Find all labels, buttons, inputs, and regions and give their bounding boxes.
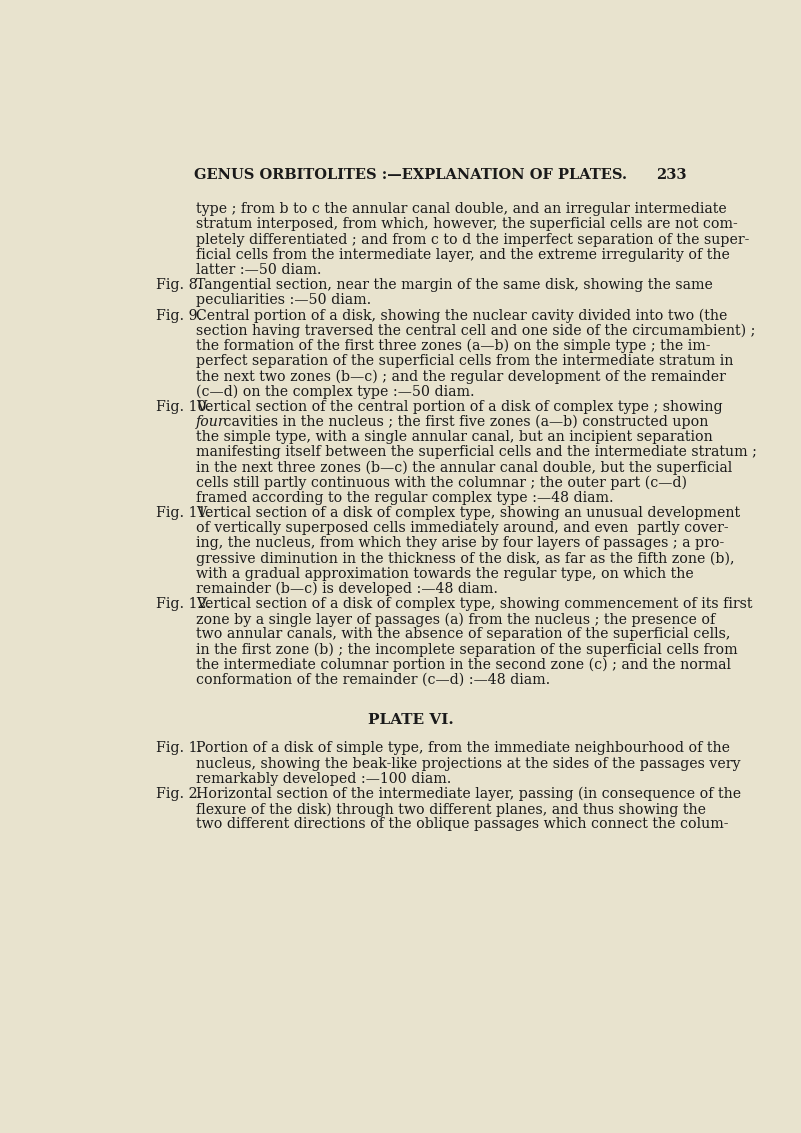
Text: of vertically superposed cells immediately around, and even  partly cover-: of vertically superposed cells immediate… [196, 521, 729, 535]
Text: ing, the nucleus, from which they arise by four layers of passages ; a pro-: ing, the nucleus, from which they arise … [196, 536, 725, 551]
Text: Tangential section, near the margin of the same disk, showing the same: Tangential section, near the margin of t… [196, 279, 713, 292]
Text: in the next three zones (b—c) the annular canal double, but the superficial: in the next three zones (b—c) the annula… [196, 460, 733, 475]
Text: the next two zones (b—c) ; and the regular development of the remainder: the next two zones (b—c) ; and the regul… [196, 369, 727, 384]
Text: Fig. 10.: Fig. 10. [156, 400, 211, 414]
Text: the simple type, with a single annular canal, but an incipient separation: the simple type, with a single annular c… [196, 431, 713, 444]
Text: ficial cells from the intermediate layer, and the extreme irregularity of the: ficial cells from the intermediate layer… [196, 248, 731, 262]
Text: Vertical section of the central portion of a disk of complex type ; showing: Vertical section of the central portion … [196, 400, 723, 414]
Text: remarkably developed :—100 diam.: remarkably developed :—100 diam. [196, 772, 452, 786]
Text: type ; from b to c the annular canal double, and an irregular intermediate: type ; from b to c the annular canal dou… [196, 203, 727, 216]
Text: the intermediate columnar portion in the second zone (c) ; and the normal: the intermediate columnar portion in the… [196, 658, 731, 672]
Text: two annular canals, with the absence of separation of the superficial cells,: two annular canals, with the absence of … [196, 628, 731, 641]
Text: manifesting itself between the superficial cells and the intermediate stratum ;: manifesting itself between the superfici… [196, 445, 757, 459]
Text: cells still partly continuous with the columnar ; the outer part (c—d): cells still partly continuous with the c… [196, 476, 687, 489]
Text: pletely differentiated ; and from c to d the imperfect separation of the super-: pletely differentiated ; and from c to d… [196, 232, 750, 247]
Text: four: four [196, 415, 226, 429]
Text: PLATE VI.: PLATE VI. [368, 713, 453, 726]
Text: framed according to the regular complex type :—48 diam.: framed according to the regular complex … [196, 491, 614, 505]
Text: gressive diminution in the thickness of the disk, as far as the fifth zone (b),: gressive diminution in the thickness of … [196, 552, 735, 566]
Text: (c—d) on the complex type :—50 diam.: (c—d) on the complex type :—50 diam. [196, 384, 475, 399]
Text: conformation of the remainder (c—d) :—48 diam.: conformation of the remainder (c—d) :—48… [196, 673, 550, 687]
Text: zone by a single layer of passages (a) from the nucleus ; the presence of: zone by a single layer of passages (a) f… [196, 612, 715, 627]
Text: peculiarities :—50 diam.: peculiarities :—50 diam. [196, 293, 372, 307]
Text: Fig. 11.: Fig. 11. [156, 506, 211, 520]
Text: Fig. 2.: Fig. 2. [156, 787, 202, 801]
Text: 233: 233 [656, 168, 686, 182]
Text: perfect separation of the superficial cells from the intermediate stratum in: perfect separation of the superficial ce… [196, 355, 734, 368]
Text: Horizontal section of the intermediate layer, passing (in consequence of the: Horizontal section of the intermediate l… [196, 787, 742, 801]
Text: in the first zone (b) ; the incomplete separation of the superficial cells from: in the first zone (b) ; the incomplete s… [196, 642, 738, 657]
Text: Fig. 8.: Fig. 8. [156, 279, 202, 292]
Text: stratum interposed, from which, however, the superficial cells are not com-: stratum interposed, from which, however,… [196, 218, 738, 231]
Text: Portion of a disk of simple type, from the immediate neighbourhood of the: Portion of a disk of simple type, from t… [196, 741, 731, 756]
Text: remainder (b—c) is developed :—48 diam.: remainder (b—c) is developed :—48 diam. [196, 582, 498, 596]
Text: two different directions of the oblique passages which connect the colum-: two different directions of the oblique … [196, 817, 729, 832]
Text: the formation of the first three zones (a—b) on the simple type ; the im-: the formation of the first three zones (… [196, 339, 710, 353]
Text: latter :—50 diam.: latter :—50 diam. [196, 263, 322, 276]
Text: GENUS ORBITOLITES :—EXPLANATION OF PLATES.: GENUS ORBITOLITES :—EXPLANATION OF PLATE… [194, 168, 627, 182]
Text: Fig. 1.: Fig. 1. [156, 741, 202, 756]
Text: Fig. 9.: Fig. 9. [156, 308, 202, 323]
Text: Central portion of a disk, showing the nuclear cavity divided into two (the: Central portion of a disk, showing the n… [196, 308, 728, 323]
Text: nucleus, showing the beak-like projections at the sides of the passages very: nucleus, showing the beak-like projectio… [196, 757, 741, 770]
Text: Fig. 12.: Fig. 12. [156, 597, 211, 611]
Text: section having traversed the central cell and one side of the circumambient) ;: section having traversed the central cel… [196, 324, 755, 338]
Text: Vertical section of a disk of complex type, showing commencement of its first: Vertical section of a disk of complex ty… [196, 597, 753, 611]
Text: Vertical section of a disk of complex type, showing an unusual development: Vertical section of a disk of complex ty… [196, 506, 740, 520]
Text: flexure of the disk) through two different planes, and thus showing the: flexure of the disk) through two differe… [196, 802, 706, 817]
Text: with a gradual approximation towards the regular type, on which the: with a gradual approximation towards the… [196, 566, 694, 581]
Text: cavities in the nucleus ; the first five zones (a—b) constructed upon: cavities in the nucleus ; the first five… [219, 415, 709, 429]
